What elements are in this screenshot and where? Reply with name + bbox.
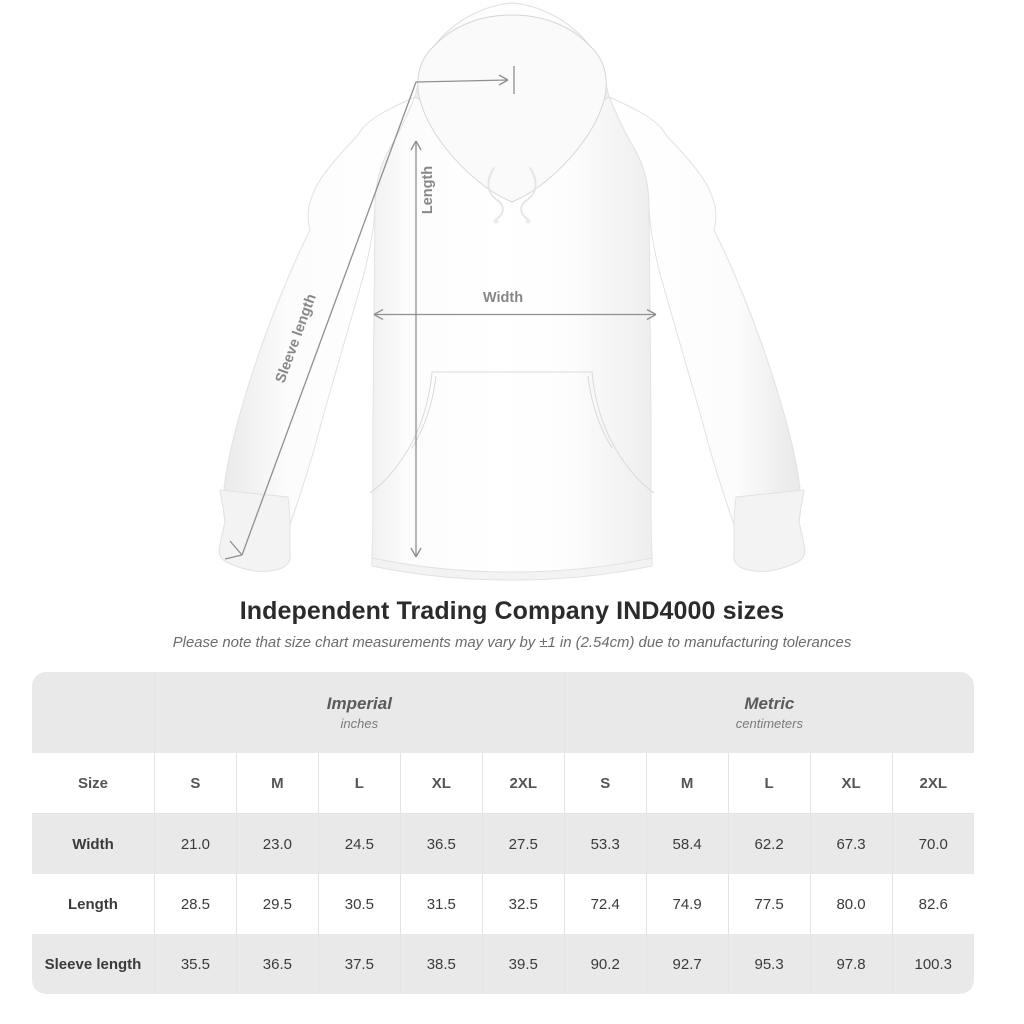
svg-text:Length: Length [420, 166, 436, 214]
svg-text:Width: Width [483, 290, 523, 306]
